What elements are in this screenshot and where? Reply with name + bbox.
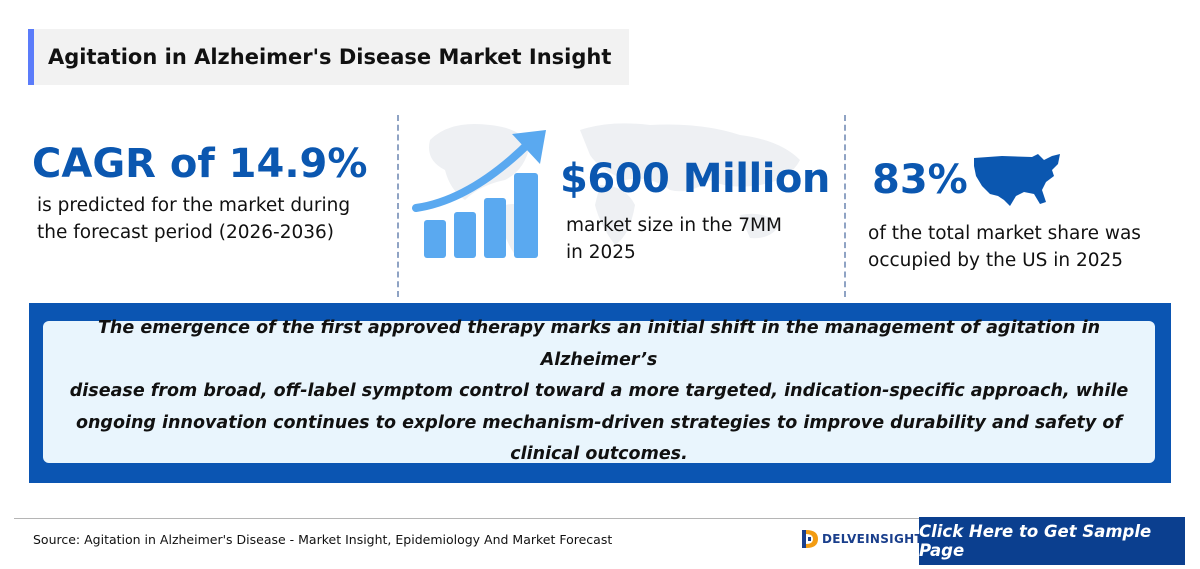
brand-name: DELVEINSIGHT — [822, 532, 923, 546]
footer-divider — [14, 518, 920, 519]
quote-panel: The emergence of the first approved ther… — [29, 303, 1171, 483]
title-box: Agitation in Alzheimer's Disease Market … — [28, 29, 629, 85]
growth-chart-icon — [412, 130, 546, 258]
market-size-description-line-2: in 2025 — [566, 242, 636, 263]
cagr-description-line-1: is predicted for the market during — [37, 195, 351, 216]
delveinsight-logo-icon — [802, 530, 818, 548]
get-sample-page-button[interactable]: Click Here to Get Sample Page — [919, 517, 1185, 565]
market-size-value: $600 Million — [560, 156, 830, 202]
world-map-background-icon — [429, 123, 800, 255]
cagr-value: CAGR of 14.9% — [32, 141, 368, 187]
market-size-description-line-1: market size in the 7MM — [566, 215, 782, 236]
market-share-description: of the total market share was occupied b… — [868, 220, 1178, 274]
source-citation: Source: Agitation in Alzheimer's Disease… — [33, 532, 613, 547]
quote-line-2: disease from broad, off-label symptom co… — [69, 381, 1129, 402]
quote-line-1: The emergence of the first approved ther… — [97, 318, 1101, 370]
cta-label: Click Here to Get Sample Page — [919, 522, 1152, 560]
market-share-value: 83% — [872, 157, 968, 203]
quote-text: The emergence of the first approved ther… — [67, 313, 1131, 471]
divider — [844, 115, 846, 297]
quote-line-4: clinical outcomes. — [510, 444, 688, 465]
brand-logo[interactable]: DELVEINSIGHT — [800, 527, 923, 551]
stat-cagr: CAGR of 14.9% is predicted for the marke… — [32, 138, 372, 246]
us-map-icon — [974, 154, 1060, 206]
market-size-description: market size in the 7MM in 2025 — [560, 212, 840, 266]
market-share-description-line-1: of the total market share was — [868, 223, 1141, 244]
market-share-description-line-2: occupied by the US in 2025 — [868, 250, 1124, 271]
quote-box: The emergence of the first approved ther… — [43, 318, 1155, 464]
cagr-description-line-2: the forecast period (2026-2036) — [37, 222, 335, 243]
stat-market-share: 83% of the total market share was occupi… — [868, 150, 1178, 274]
divider — [397, 115, 399, 297]
page-title: Agitation in Alzheimer's Disease Market … — [48, 45, 612, 69]
quote-line-3: ongoing innovation continues to explore … — [75, 412, 1123, 433]
stat-market-size: $600 Million market size in the 7MM in 2… — [560, 152, 840, 266]
cagr-description: is predicted for the market during the f… — [32, 192, 372, 246]
